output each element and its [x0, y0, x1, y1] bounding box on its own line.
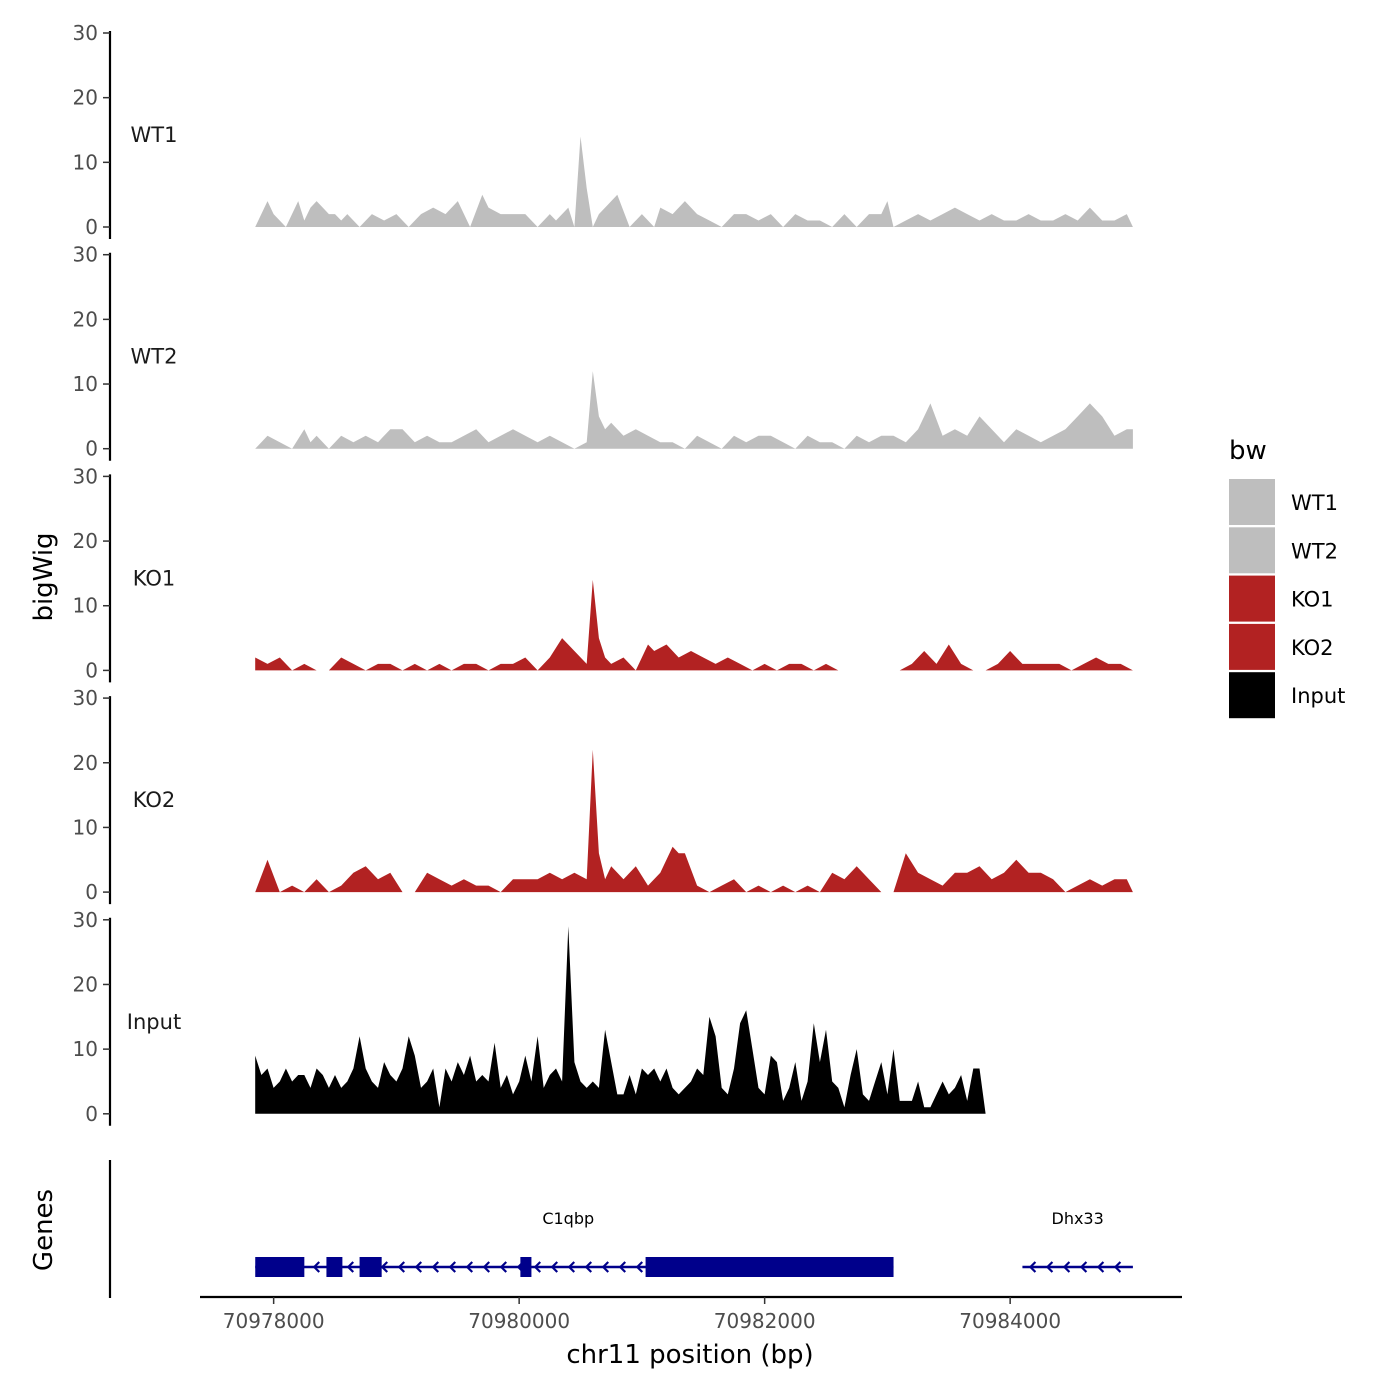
legend-item-input: Input	[1229, 672, 1345, 719]
strand-arrow	[1113, 1261, 1122, 1273]
signal-area-input	[255, 926, 986, 1114]
y-tick-label: 20	[73, 529, 98, 553]
x-tick-label: 70980000	[468, 1309, 570, 1333]
strand-arrow	[499, 1261, 508, 1273]
track-wt1: 0 10 20 30 WT1	[73, 21, 1133, 239]
strand-arrow	[397, 1261, 406, 1273]
legend-swatch	[1229, 672, 1275, 719]
signal-area-ko2	[255, 749, 1133, 893]
gene-label: C1qbp	[542, 1209, 594, 1228]
legend-swatch	[1229, 527, 1275, 574]
signal-tracks: 0 10 20 30 WT1 0 10 20 30 WT2 0 10 20 30 KO1 0 10 20 30 KO2…	[73, 21, 1133, 1126]
legend-label: WT1	[1291, 491, 1338, 515]
legend-swatch	[1229, 575, 1275, 622]
x-tick-label: 70978000	[223, 1309, 325, 1333]
exon	[255, 1257, 305, 1277]
y-tick-label: 0	[85, 880, 98, 904]
y-tick-label: 30	[73, 686, 98, 710]
x-tick-label: 70984000	[959, 1309, 1061, 1333]
strand-arrow	[448, 1261, 457, 1273]
x-tick-label: 70982000	[714, 1309, 816, 1333]
signal-area-wt1	[255, 136, 1133, 227]
y-tick-label: 30	[73, 908, 98, 932]
y-tick-label: 0	[85, 437, 98, 461]
strand-arrow	[533, 1261, 542, 1273]
legend-item-wt1: WT1	[1229, 479, 1338, 525]
strand-arrow	[635, 1261, 644, 1273]
exon	[326, 1257, 343, 1277]
strand-arrow	[431, 1261, 440, 1273]
y-tick-label: 30	[73, 21, 98, 45]
y-tick-label: 10	[73, 150, 98, 174]
y-axis-title: bigWig	[29, 532, 59, 621]
gene-c1qbp: C1qbp	[255, 1209, 894, 1277]
y-tick-label: 20	[73, 751, 98, 775]
strand-arrow	[414, 1261, 423, 1273]
strand-arrow	[1062, 1261, 1071, 1273]
strand-arrow	[1096, 1261, 1105, 1273]
track-wt2: 0 10 20 30 WT2	[73, 243, 1133, 461]
y-tick-label: 10	[73, 815, 98, 839]
exon	[359, 1257, 382, 1277]
legend-label: WT2	[1291, 539, 1338, 563]
strand-arrow	[482, 1261, 491, 1273]
y-tick-label: 0	[85, 215, 98, 239]
legend-label: Input	[1291, 684, 1345, 708]
exon	[645, 1257, 894, 1277]
x-axis-title: chr11 position (bp)	[566, 1340, 813, 1370]
strand-arrow	[1045, 1261, 1054, 1273]
strand-arrow	[346, 1261, 355, 1273]
strand-arrow	[312, 1261, 321, 1273]
y-tick-label: 30	[73, 464, 98, 488]
y-tick-label: 20	[73, 86, 98, 110]
legend-label: KO2	[1291, 636, 1334, 660]
gene-label: Dhx33	[1052, 1209, 1104, 1228]
track-input: 0 10 20 30 Input	[73, 908, 986, 1126]
signal-area-ko1	[255, 579, 1133, 671]
y-tick-label: 0	[85, 1102, 98, 1126]
strand-arrow	[380, 1261, 389, 1273]
exon	[520, 1257, 532, 1277]
legend-swatch	[1229, 479, 1275, 525]
x-axis: 70978000 70980000 70982000 70984000	[200, 1295, 1182, 1333]
y-tick-label: 20	[73, 307, 98, 331]
y-tick-label: 0	[85, 658, 98, 682]
y-tick-label: 10	[73, 594, 98, 618]
track-ko1: 0 10 20 30 KO1	[73, 464, 1133, 683]
legend-item-ko2: KO2	[1229, 623, 1334, 670]
y-tick-label: 10	[73, 1037, 98, 1061]
signal-area-wt2	[255, 371, 1133, 449]
legend-item-ko1: KO1	[1229, 575, 1334, 622]
strand-arrow	[1028, 1261, 1037, 1273]
legend-title: bw	[1229, 436, 1267, 466]
track-ko2: 0 10 20 30 KO2	[73, 686, 1133, 905]
y-tick-label: 10	[73, 372, 98, 396]
track-label: KO2	[133, 788, 176, 812]
strand-arrow	[584, 1261, 593, 1273]
genes-axis-title: Genes	[29, 1189, 59, 1271]
legend-item-wt2: WT2	[1229, 527, 1338, 574]
legend-swatch	[1229, 623, 1275, 670]
legend-label: KO1	[1291, 588, 1334, 612]
track-label: Input	[127, 1010, 181, 1034]
y-tick-label: 30	[73, 243, 98, 267]
legend: bw WT1 WT2 KO1 KO2 Input	[1229, 436, 1345, 719]
strand-arrow	[618, 1261, 627, 1273]
gene-dhx33: Dhx33	[1022, 1209, 1133, 1273]
strand-arrow	[567, 1261, 576, 1273]
genes-track: C1qbp Dhx33	[108, 1160, 1133, 1298]
track-label: WT1	[131, 123, 178, 147]
strand-arrow	[1079, 1261, 1088, 1273]
strand-arrow	[465, 1261, 474, 1273]
track-label: KO1	[133, 566, 176, 590]
strand-arrow	[550, 1261, 559, 1273]
strand-arrow	[601, 1261, 610, 1273]
y-tick-label: 20	[73, 972, 98, 996]
track-label: WT2	[131, 345, 178, 369]
